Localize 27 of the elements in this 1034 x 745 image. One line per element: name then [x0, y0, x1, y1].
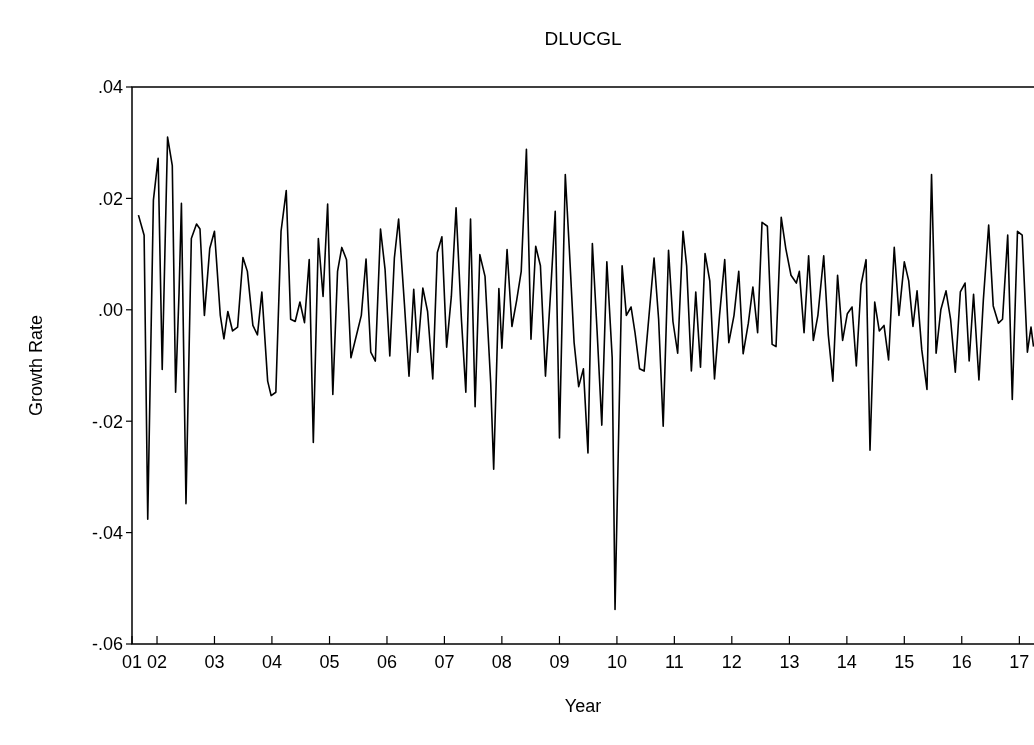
y-tick-label: .02 [97, 188, 123, 209]
x-tick-label: 01 [121, 652, 143, 672]
x-tick-label: 12 [721, 652, 742, 672]
y-tick-label: -.04 [91, 522, 123, 543]
x-tick-label: 10 [606, 652, 627, 672]
x-tick-label: 15 [894, 652, 915, 672]
x-tick-label: 13 [779, 652, 800, 672]
x-tick-label: 11 [665, 652, 684, 672]
x-tick-label: 14 [836, 652, 857, 672]
x-tick-label: 02 [147, 652, 168, 672]
y-tick-label: -.02 [91, 411, 123, 432]
x-tick-label: 04 [261, 652, 282, 672]
x-tick-label: 06 [376, 652, 397, 672]
x-tick-label: 08 [491, 652, 512, 672]
x-tick-label: 16 [951, 652, 972, 672]
x-tick-label: 07 [434, 652, 455, 672]
y-tick-label: .04 [97, 77, 123, 98]
x-axis-title: Year [564, 696, 602, 716]
chart-title: DLUCGL [544, 28, 622, 49]
y-tick-label: .00 [97, 300, 123, 321]
x-tick-label: 17 [1009, 652, 1030, 672]
line-series [137, 136, 1034, 611]
x-tick-label: 05 [319, 652, 340, 672]
x-tick-label: 09 [549, 652, 570, 672]
x-tick-label: 03 [204, 652, 225, 672]
y-tick-label: -.06 [91, 634, 123, 655]
y-axis-title: Growth Rate [26, 314, 46, 417]
